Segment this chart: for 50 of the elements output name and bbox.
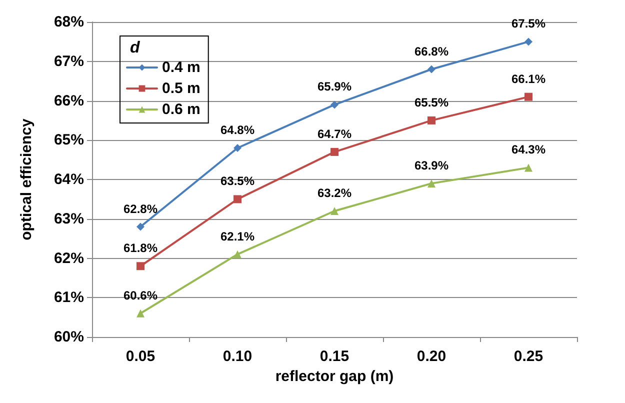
- x-tick-label: 0.05: [126, 348, 156, 365]
- legend-label: 0.6 m: [162, 101, 200, 118]
- x-tick-label: 0.10: [222, 348, 252, 365]
- point: [136, 309, 144, 318]
- x-tick-label: 0.15: [320, 348, 350, 365]
- data-label: 67.5%: [511, 16, 546, 31]
- data-label: 64.7%: [317, 126, 352, 141]
- point: [330, 148, 338, 156]
- y-tick-label: 65%: [54, 132, 84, 149]
- data-label: 61.8%: [123, 241, 158, 256]
- y-tick-label: 68%: [54, 14, 84, 30]
- data-label: 63.9%: [414, 158, 449, 172]
- point: [136, 262, 144, 270]
- y-tick-label: 64%: [54, 171, 84, 188]
- y-tick-label: 62%: [54, 250, 84, 267]
- point: [524, 38, 532, 46]
- data-label: 63.5%: [220, 174, 255, 188]
- x-tick-label: 0.20: [416, 348, 446, 365]
- data-label: 62.8%: [123, 202, 158, 216]
- data-label: 63.2%: [317, 186, 352, 200]
- legend-title: d: [130, 40, 141, 56]
- point: [330, 100, 338, 109]
- x-axis-title: reflector gap (m): [275, 368, 394, 385]
- data-label: 64.3%: [511, 142, 546, 157]
- data-label: 65.5%: [414, 95, 449, 110]
- point: [136, 222, 144, 231]
- data-label: 66.8%: [414, 44, 449, 58]
- point: [524, 164, 532, 172]
- y-tick-label: 61%: [54, 289, 84, 306]
- point: [428, 179, 436, 188]
- point: [428, 65, 436, 74]
- data-label: 65.9%: [317, 80, 352, 94]
- y-tick-label: 60%: [54, 328, 84, 346]
- point: [234, 195, 242, 204]
- data-label: 60.6%: [123, 288, 158, 302]
- data-label: 64.8%: [220, 123, 255, 137]
- point: [524, 92, 532, 101]
- point: [428, 116, 436, 124]
- point: [234, 144, 242, 152]
- legend-label: 0.4 m: [162, 59, 200, 76]
- y-tick-label: 66%: [54, 92, 84, 110]
- y-tick-label: 67%: [54, 52, 84, 70]
- point: [234, 250, 242, 258]
- y-tick-label: 63%: [54, 210, 84, 228]
- y-axis-title: optical efficiency: [18, 118, 35, 240]
- point: [330, 207, 338, 215]
- x-tick-label: 0.25: [514, 348, 544, 365]
- data-label: 62.1%: [220, 229, 255, 244]
- legend-label: 0.5 m: [162, 80, 200, 97]
- data-label: 66.1%: [511, 72, 546, 86]
